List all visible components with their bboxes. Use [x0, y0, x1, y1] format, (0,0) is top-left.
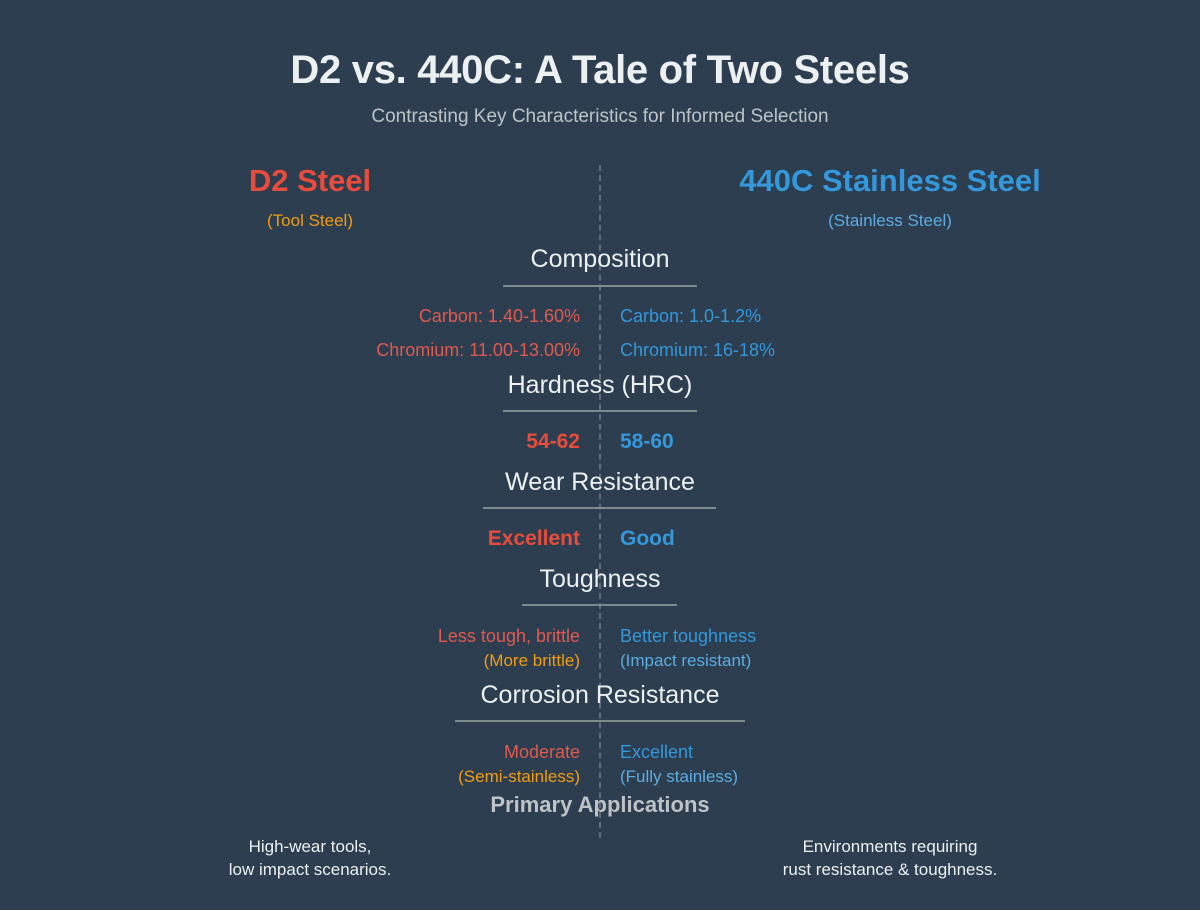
440c-applications-line-1: Environments requiring [802, 837, 978, 856]
page-subtitle: Contrasting Key Characteristics for Info… [371, 106, 829, 127]
toughness-heading: Toughness [539, 565, 661, 593]
d2-corrosion: Moderate [503, 742, 580, 762]
440c-corrosion: Excellent [620, 742, 694, 762]
page-title: D2 vs. 440C: A Tale of Two Steels [290, 48, 910, 92]
440c-toughness-note: (Impact resistant) [620, 651, 752, 670]
d2-steel-name: D2 Steel [248, 163, 372, 198]
440c-applications: Environments requiring rust resistance &… [730, 835, 1050, 881]
hardness-heading: Hardness (HRC) [507, 371, 693, 399]
d2-applications-line-1: High-wear tools, [248, 837, 372, 856]
d2-applications-line-2: low impact scenarios. [228, 860, 392, 879]
applications-heading: Primary Applications [490, 792, 710, 817]
composition-rule [503, 285, 697, 287]
hardness-rule [503, 410, 697, 412]
d2-wear: Excellent [487, 527, 580, 550]
d2-hardness: 54-62 [526, 430, 580, 453]
d2-carbon: Carbon: 1.40-1.60% [418, 306, 580, 326]
corrosion-heading: Corrosion Resistance [480, 681, 720, 709]
composition-heading: Composition [530, 245, 670, 273]
wear-heading: Wear Resistance [505, 468, 695, 496]
440c-corrosion-note: (Fully stainless) [620, 767, 739, 786]
440c-steel-type: (Stainless Steel) [828, 211, 952, 230]
d2-toughness: Less tough, brittle [437, 626, 580, 646]
440c-wear: Good [620, 527, 675, 550]
d2-steel-type: (Tool Steel) [267, 211, 353, 230]
d2-toughness-note: (More brittle) [483, 651, 580, 670]
d2-applications: High-wear tools, low impact scenarios. [160, 835, 460, 881]
440c-carbon: Carbon: 1.0-1.2% [620, 306, 762, 326]
wear-rule [483, 507, 716, 509]
440c-toughness: Better toughness [620, 626, 757, 646]
center-divider [599, 165, 601, 838]
440c-hardness: 58-60 [620, 430, 674, 453]
440c-chromium: Chromium: 16-18% [620, 340, 776, 360]
d2-chromium: Chromium: 11.00-13.00% [376, 340, 580, 360]
440c-applications-line-2: rust resistance & toughness. [782, 860, 998, 879]
440c-steel-name: 440C Stainless Steel [739, 163, 1041, 198]
corrosion-rule [455, 720, 745, 722]
toughness-rule [522, 604, 677, 606]
d2-corrosion-note: (Semi-stainless) [458, 767, 580, 786]
